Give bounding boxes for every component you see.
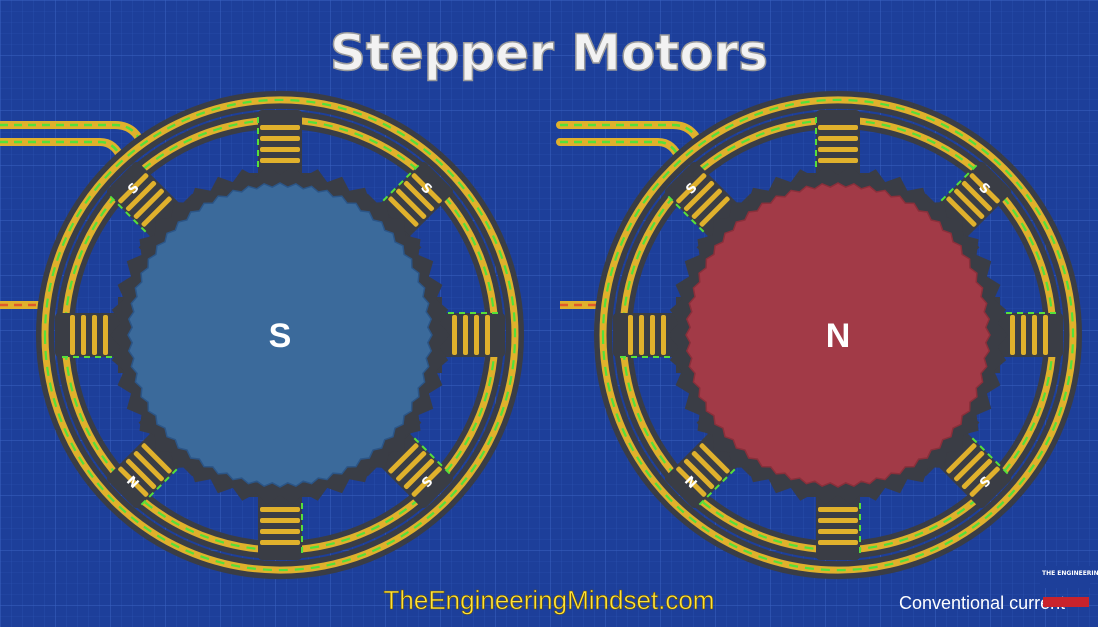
coil-winding — [661, 315, 666, 355]
coil-winding — [474, 315, 479, 355]
coil-winding — [1032, 315, 1037, 355]
current-flow — [560, 140, 682, 161]
coil-current — [664, 192, 705, 233]
coil-winding — [691, 188, 722, 219]
coil-winding — [388, 196, 419, 227]
coil-winding — [81, 315, 86, 355]
coil-current — [382, 161, 423, 202]
coil-winding — [818, 125, 858, 130]
coil-current — [695, 468, 736, 509]
coil-winding — [946, 196, 977, 227]
coil-winding — [260, 529, 300, 534]
coil-current — [106, 192, 147, 233]
coil-winding — [961, 180, 993, 212]
coil-winding — [954, 188, 985, 219]
coil-winding — [141, 443, 172, 474]
coil-winding — [92, 315, 97, 355]
coil-winding — [650, 315, 655, 355]
coil-winding — [452, 315, 457, 355]
coil-winding — [639, 315, 644, 355]
coil-winding — [118, 466, 149, 497]
coil-winding — [691, 451, 722, 482]
coil-winding — [818, 507, 858, 512]
coil-winding — [818, 529, 858, 534]
coil-winding — [969, 173, 1000, 204]
coil-winding — [260, 507, 300, 512]
coil-winding — [125, 180, 157, 212]
coil-winding — [133, 188, 164, 219]
coil-winding — [260, 136, 300, 141]
logo-text: THE ENGINEERING MINDSET .COM — [1042, 570, 1098, 577]
coil-winding — [961, 458, 993, 490]
coil-winding — [818, 136, 858, 141]
legend-text: Conventional current — [899, 593, 1065, 613]
coil-winding — [818, 147, 858, 152]
coil-winding — [125, 458, 157, 490]
channel-logo: THE ENGINEERING MINDSET .COM — [1040, 566, 1098, 588]
coil-winding — [699, 196, 730, 227]
stepper-motor-left: SNSNNSSNS — [0, 91, 525, 579]
coil-current — [971, 437, 1012, 478]
logo-box — [1040, 566, 1090, 588]
coil-winding — [463, 315, 468, 355]
coil-winding — [818, 518, 858, 523]
coil-winding — [676, 173, 707, 204]
coil-winding — [388, 443, 419, 474]
coil-winding — [485, 315, 490, 355]
coil-winding — [683, 180, 715, 212]
coil-winding — [411, 466, 442, 497]
coil-winding — [396, 188, 427, 219]
coil-winding — [260, 147, 300, 152]
coil-winding — [70, 315, 75, 355]
coil-current — [137, 468, 178, 509]
coil-winding — [676, 466, 707, 497]
coil-winding — [403, 180, 435, 212]
website-text: TheEngineeringMindset.com — [384, 585, 715, 615]
coil-winding — [818, 158, 858, 163]
rotor-magnet — [685, 182, 991, 488]
rotor: N — [668, 165, 1008, 505]
rotor-magnet — [127, 182, 433, 488]
coil-winding — [260, 518, 300, 523]
coil-winding — [1010, 315, 1015, 355]
coil-current — [940, 161, 981, 202]
coil-winding — [260, 158, 300, 163]
stepper-motor-right: SNSNNSSNN — [556, 91, 1083, 579]
coil-winding — [969, 466, 1000, 497]
current-flow-loop — [601, 98, 1075, 572]
coil-winding — [954, 451, 985, 482]
coil-winding — [683, 458, 715, 490]
coil-winding — [1043, 315, 1048, 355]
coil-winding — [260, 540, 300, 545]
coil-current — [413, 437, 454, 478]
legend-swatch — [1043, 597, 1089, 607]
coil-winding — [699, 443, 730, 474]
coil-winding — [103, 315, 108, 355]
coil-winding — [411, 173, 442, 204]
coil-winding — [396, 451, 427, 482]
coil-winding — [628, 315, 633, 355]
coil-winding — [133, 451, 164, 482]
coil-winding — [818, 540, 858, 545]
rotor: S — [110, 165, 450, 505]
coil-winding — [118, 173, 149, 204]
coil-winding — [260, 125, 300, 130]
rotor-polarity-label: N — [826, 317, 851, 355]
coil-winding — [403, 458, 435, 490]
rotor-polarity-label: S — [269, 317, 292, 355]
coil-winding — [946, 443, 977, 474]
coil-winding — [1021, 315, 1026, 355]
coil-winding — [141, 196, 172, 227]
current-flow-loop — [43, 98, 517, 572]
page-title: Stepper Motors — [330, 24, 768, 82]
